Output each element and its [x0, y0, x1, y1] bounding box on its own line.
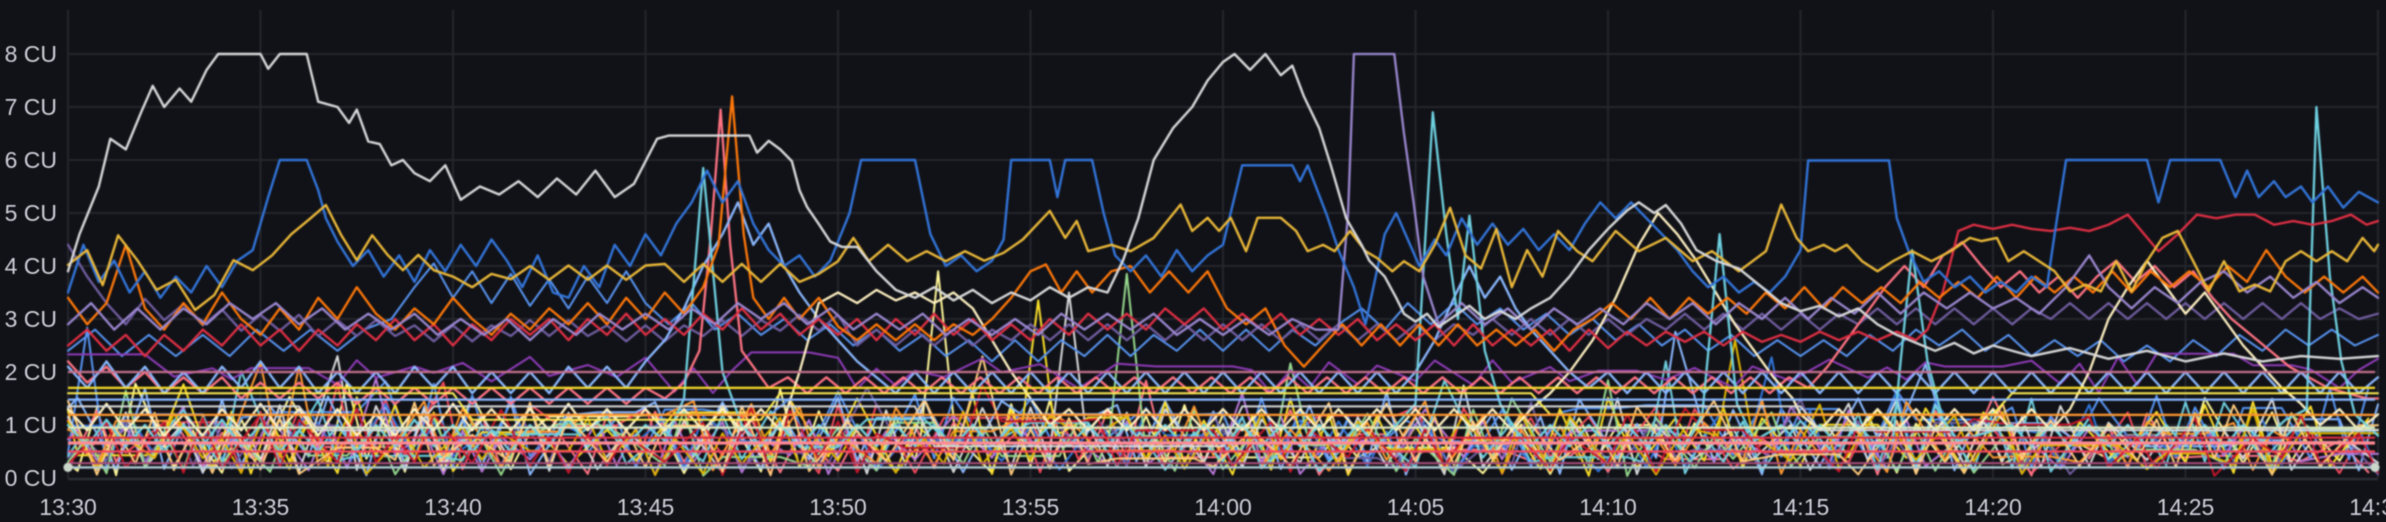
svg-text:14:05: 14:05 — [1387, 494, 1445, 520]
svg-text:13:40: 13:40 — [424, 494, 482, 520]
svg-text:2 CU: 2 CU — [5, 359, 57, 385]
svg-text:14:30: 14:30 — [2349, 494, 2386, 520]
svg-text:5 CU: 5 CU — [5, 200, 57, 226]
svg-text:13:50: 13:50 — [809, 494, 867, 520]
svg-text:13:30: 13:30 — [39, 494, 97, 520]
svg-text:6 CU: 6 CU — [5, 147, 57, 173]
svg-text:13:45: 13:45 — [617, 494, 675, 520]
svg-text:7 CU: 7 CU — [5, 94, 57, 120]
svg-text:14:15: 14:15 — [1772, 494, 1830, 520]
svg-text:14:10: 14:10 — [1579, 494, 1637, 520]
svg-text:14:25: 14:25 — [2157, 494, 2215, 520]
svg-text:3 CU: 3 CU — [5, 306, 57, 332]
svg-text:1 CU: 1 CU — [5, 412, 57, 438]
svg-text:4 CU: 4 CU — [5, 253, 57, 279]
svg-text:14:00: 14:00 — [1194, 494, 1252, 520]
svg-text:13:55: 13:55 — [1002, 494, 1060, 520]
svg-text:13:35: 13:35 — [232, 494, 290, 520]
svg-text:14:20: 14:20 — [1964, 494, 2022, 520]
svg-text:8 CU: 8 CU — [5, 41, 57, 67]
svg-text:0 CU: 0 CU — [5, 465, 57, 491]
